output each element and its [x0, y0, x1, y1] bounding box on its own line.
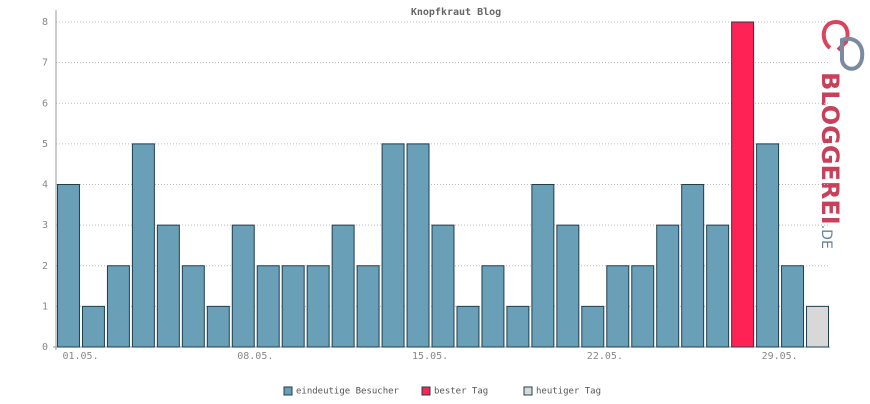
legend-swatch [421, 386, 431, 396]
y-tick-label: 0 [42, 342, 48, 353]
legend-swatch [523, 386, 533, 396]
bar [106, 265, 130, 348]
bar [606, 265, 630, 348]
bar [656, 224, 680, 348]
y-tick-label: 3 [42, 220, 48, 231]
logo-suffix: .DE [818, 225, 834, 249]
y-tick-label: 4 [42, 180, 48, 191]
bar [706, 224, 730, 348]
logo-main: BLOGGEREI [816, 72, 844, 225]
bar [556, 224, 580, 348]
bar [581, 305, 605, 348]
logo-icon [840, 36, 865, 71]
y-tick-label: 2 [42, 261, 48, 272]
legend-swatch [283, 386, 293, 396]
bar [256, 265, 280, 348]
y-tick-label: 1 [42, 301, 48, 312]
bar [131, 143, 155, 348]
y-tick-label: 7 [42, 58, 48, 69]
y-tick-label: 5 [42, 139, 48, 150]
bar [356, 265, 380, 348]
bar [231, 224, 255, 348]
bar [756, 143, 780, 348]
bar [781, 265, 805, 348]
bar [456, 305, 480, 348]
logo: BLOGGEREI.DE [816, 19, 865, 249]
bar [181, 265, 205, 348]
bar [406, 143, 430, 348]
y-tick-label: 6 [42, 98, 48, 109]
y-tick-label: 8 [42, 17, 48, 28]
bar [806, 305, 830, 348]
chart-title: Knopfkraut Blog [411, 7, 501, 18]
bar [306, 265, 330, 348]
x-tick-label: 01.05. [62, 351, 98, 362]
bar [481, 265, 505, 348]
bar [681, 184, 705, 348]
logo-icon [821, 19, 850, 52]
legend-label: bester Tag [434, 387, 488, 397]
bar [56, 184, 80, 348]
bar [156, 224, 180, 348]
bar [381, 143, 405, 348]
bar [731, 21, 755, 348]
legend-label: heutiger Tag [536, 387, 601, 397]
x-tick-label: 15.05. [412, 351, 448, 362]
bar [81, 305, 105, 348]
bar [631, 265, 655, 348]
bar [206, 305, 230, 348]
bar [531, 184, 555, 348]
bar [506, 305, 530, 348]
legend-label: eindeutige Besucher [296, 387, 400, 397]
x-tick-label: 29.05. [762, 351, 798, 362]
bar [281, 265, 305, 348]
x-tick-label: 22.05. [587, 351, 623, 362]
logo-text: BLOGGEREI.DE [816, 72, 844, 249]
x-tick-label: 08.05. [237, 351, 273, 362]
bar [331, 224, 355, 348]
bar [431, 224, 455, 348]
